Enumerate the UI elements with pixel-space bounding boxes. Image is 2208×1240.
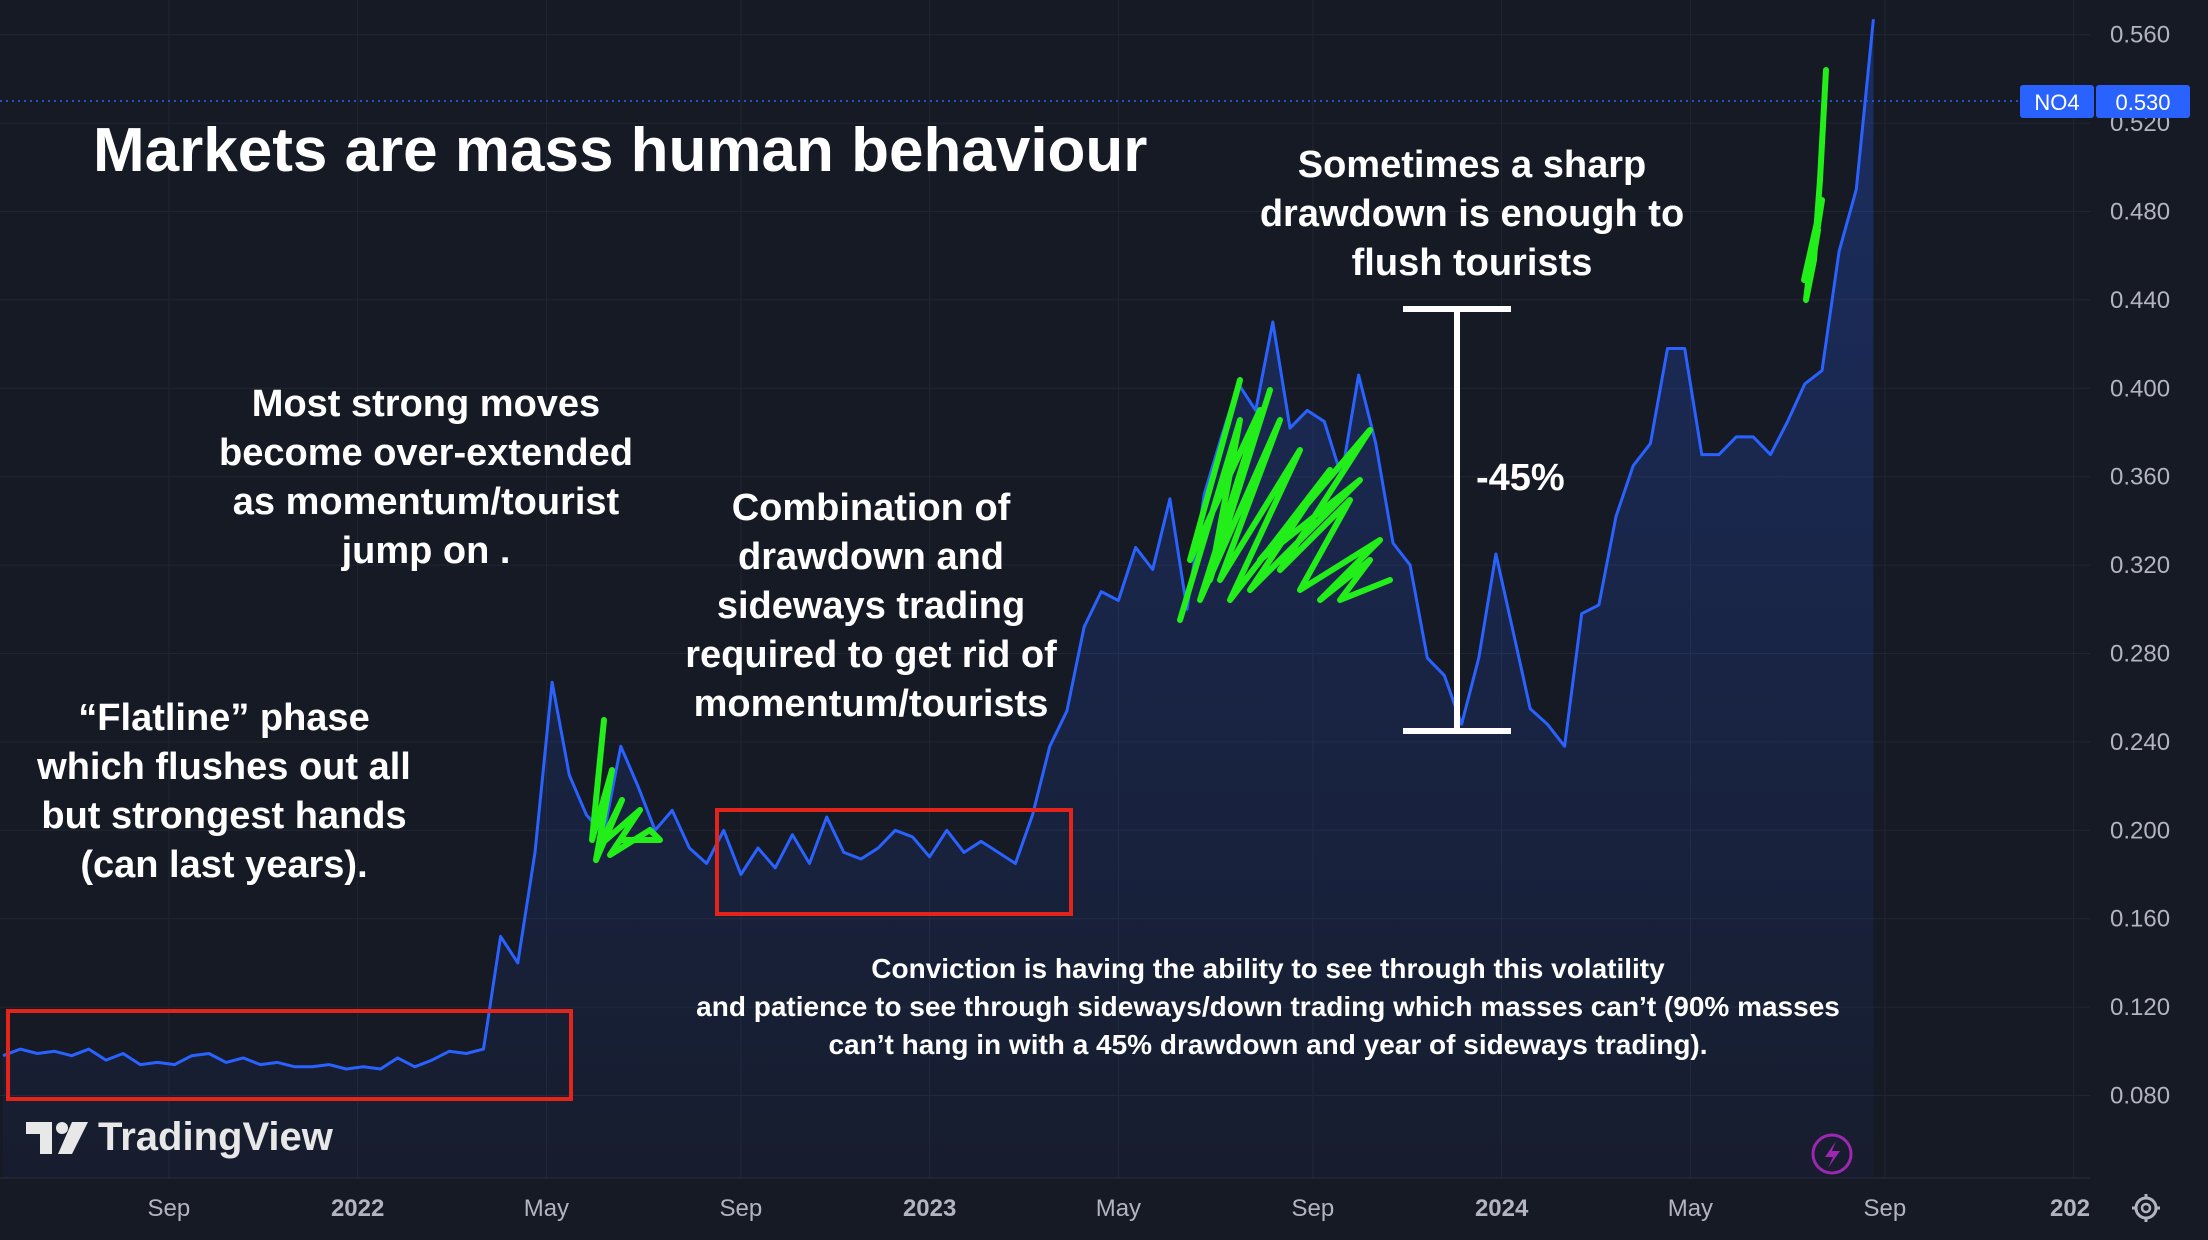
price-area-fill [3, 19, 1874, 1179]
x-tick-label: Sep [1864, 1195, 1907, 1222]
strong-moves-line-2: become over-extended [219, 432, 633, 474]
conviction-line-1: Conviction is having the ability to see … [871, 953, 1665, 984]
lightning-icon[interactable] [1811, 1133, 1853, 1175]
y-tick-label: 0.080 [2110, 1083, 2170, 1110]
sharp-line-1: Sometimes a sharp [1298, 144, 1646, 186]
last-price-bg [2096, 85, 2190, 118]
x-tick-label: 2022 [331, 1195, 384, 1222]
drawdown-bracket [1403, 306, 1511, 734]
flatline-line-3: but strongest hands [41, 795, 406, 837]
chart-title: Markets are mass human behaviour [93, 116, 1147, 185]
x-tick-label: 2023 [903, 1195, 956, 1222]
x-tick-label: May [1668, 1195, 1713, 1222]
combination-line-2: drawdown and [738, 536, 1004, 578]
scribble-2 [1177, 377, 1393, 623]
sharp-line-2: drawdown is enough to [1260, 193, 1684, 235]
combination-line-1: Combination of [732, 487, 1011, 529]
flatline-line-1: “Flatline” phase [78, 697, 369, 739]
price-line [2, 19, 1875, 1071]
combination-line-5: momentum/tourists [694, 683, 1049, 725]
scribble-3 [1801, 67, 1829, 303]
y-tick-label: 0.200 [2110, 817, 2170, 844]
symbol-label-bg [2020, 85, 2094, 118]
y-axis: 0.5600.5200.4800.4400.4000.3600.3200.280… [2110, 22, 2170, 1110]
y-tick-label: 0.320 [2110, 552, 2170, 579]
y-tick-label: 0.560 [2110, 22, 2170, 49]
flatline-line-2: which flushes out all [36, 746, 411, 788]
strong-moves-annotation: Most strong moves become over-extended a… [219, 383, 633, 572]
scribble-1 [589, 717, 663, 863]
combination-line-3: sideways trading [717, 585, 1025, 627]
y-tick-label: 0.400 [2110, 375, 2170, 402]
x-tick-label: Sep [1292, 1195, 1335, 1222]
x-tick-label: 202 [2050, 1195, 2090, 1222]
sharp-drawdown-annotation: Sometimes a sharp drawdown is enough to … [1260, 144, 1684, 284]
strong-moves-line-3: as momentum/tourist [233, 481, 620, 523]
conviction-line-3: can’t hang in with a 45% drawdown and ye… [828, 1029, 1707, 1060]
strong-moves-line-4: jump on . [341, 530, 511, 572]
x-axis: Sep 2022 May Sep 2023 May Sep 2024 May Sep 202 [148, 1195, 2090, 1222]
green-scribbles [589, 67, 1829, 863]
y-tick-label: 0.120 [2110, 994, 2170, 1021]
combination-line-4: required to get rid of [685, 634, 1057, 676]
x-tick-label: May [1096, 1195, 1141, 1222]
y-tick-label: 0.440 [2110, 287, 2170, 314]
sideways-highlight-box [715, 808, 1073, 916]
sharp-line-3: flush tourists [1352, 242, 1593, 284]
conviction-annotation: Conviction is having the ability to see … [696, 953, 1840, 1060]
tradingview-watermark: TradingView [26, 1115, 334, 1159]
conviction-line-2: and patience to see through sideways/dow… [696, 991, 1840, 1022]
tradingview-logo-icon [26, 1122, 88, 1154]
drawdown-percent-label: -45% [1476, 457, 1565, 499]
combination-annotation: Combination of drawdown and sideways tra… [685, 487, 1057, 725]
y-tick-label: 0.360 [2110, 464, 2170, 491]
x-tick-label: May [524, 1195, 569, 1222]
price-label: NO4 0.530 [2020, 85, 2190, 118]
tradingview-wordmark: TradingView [98, 1115, 334, 1159]
flatline-line-4: (can last years). [80, 844, 367, 886]
symbol-label: NO4 [2034, 90, 2079, 115]
x-tick-label: Sep [720, 1195, 763, 1222]
gear-icon[interactable] [2132, 1194, 2160, 1222]
flatline-highlight-box [6, 1009, 573, 1101]
last-price-value: 0.530 [2115, 90, 2170, 115]
flatline-annotation: “Flatline” phase which flushes out all b… [36, 697, 411, 886]
x-tick-label: Sep [148, 1195, 191, 1222]
y-tick-label: 0.280 [2110, 641, 2170, 668]
x-tick-label: 2024 [1475, 1195, 1529, 1222]
y-tick-label: 0.160 [2110, 906, 2170, 933]
y-tick-label: 0.480 [2110, 199, 2170, 226]
strong-moves-line-1: Most strong moves [252, 383, 600, 425]
y-tick-label: 0.240 [2110, 729, 2170, 756]
